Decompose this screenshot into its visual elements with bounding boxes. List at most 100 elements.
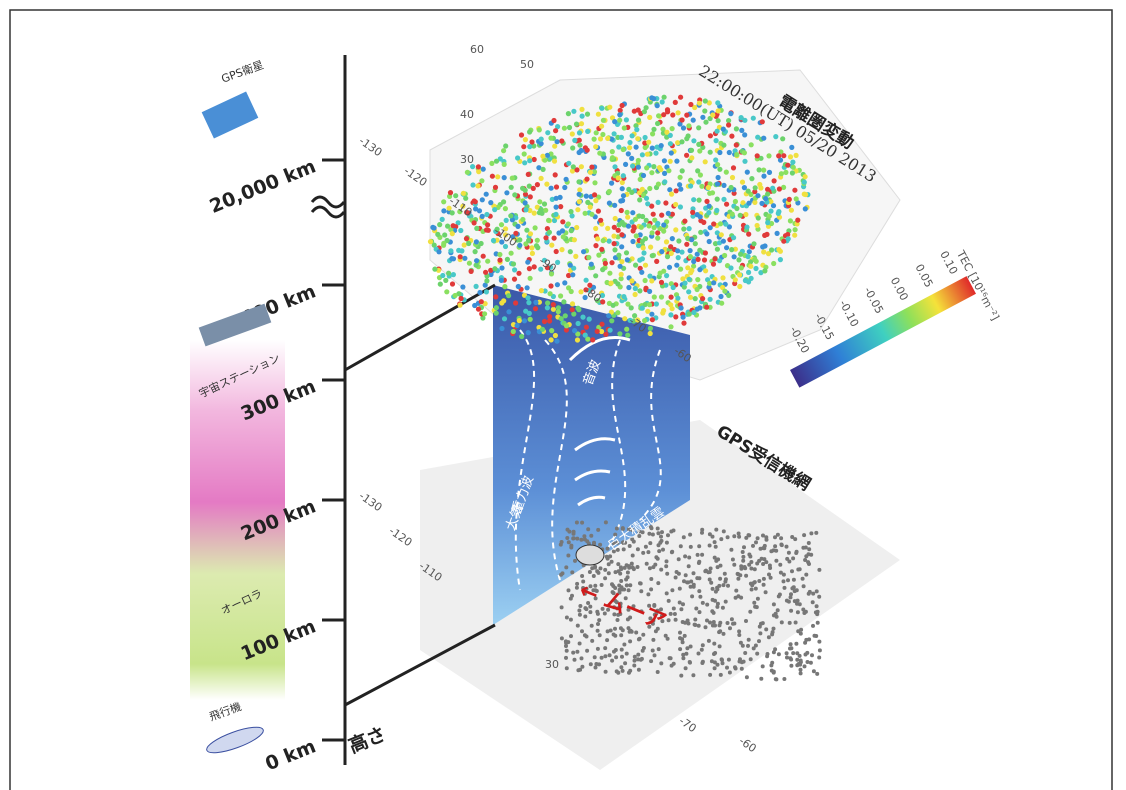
receiver-dot [679,607,683,611]
tec-dot [494,305,499,310]
tec-dot [772,178,777,183]
tec-dot [762,268,767,273]
tec-dot [679,250,684,255]
receiver-dot [764,627,768,631]
tec-dot [746,201,751,206]
tec-dot [432,267,437,272]
tec-dot [595,329,600,334]
tec-dot [567,125,572,130]
receiver-dot [774,677,778,681]
tec-dot [458,254,463,259]
tec-dot [588,205,593,210]
tec-dot [554,184,559,189]
tec-dot [504,190,509,195]
tec-dot [689,237,694,242]
tec-dot [516,271,521,276]
tec-dot [674,263,679,268]
receiver-dot [688,660,692,664]
receiver-dot [785,651,789,655]
tec-dot [681,125,686,130]
receiver-dot [636,547,640,551]
tec-dot [618,264,623,269]
receiver-dot [606,629,610,633]
tec-dot [552,144,557,149]
receiver-dot [665,572,669,576]
tec-dot [697,248,702,253]
tec-dot [562,126,567,131]
receiver-dot [573,559,577,563]
tec-dot [758,185,763,190]
receiver-dot [687,556,691,560]
receiver-dot [689,645,693,649]
tec-dot [527,129,532,134]
tec-dot [585,112,590,117]
receiver-dot [567,588,571,592]
receiver-dot [641,551,645,555]
receiver-dot [691,673,695,677]
receiver-dot [780,620,784,624]
tec-dot [494,311,499,316]
receiver-dot [656,670,660,674]
tec-dot [771,261,776,266]
receiver-dot [580,665,584,669]
receiver-dot [722,632,726,636]
tec-dot [485,259,490,264]
tec-dot [583,211,588,216]
tec-dot [734,126,739,131]
tec-dot [526,330,531,335]
tec-dot [584,177,589,182]
tec-dot [572,138,577,143]
tec-dot [625,257,630,262]
tec-dot [714,208,719,213]
tec-dot [637,288,642,293]
tec-dot [717,258,722,263]
tec-dot [720,275,725,280]
tec-dot [621,193,626,198]
axis-label: 高さ [345,722,389,758]
tec-dot [462,256,467,261]
receiver-dot [674,576,678,580]
tec-dot [688,183,693,188]
receiver-dot [657,647,661,651]
receiver-dot [599,566,603,570]
receiver-dot [698,610,702,614]
receiver-dot [608,554,612,558]
tec-dot [593,226,598,231]
tec-dot [634,145,639,150]
tec-dot [620,186,625,191]
tec-dot [689,148,694,153]
receiver-dot [607,562,611,566]
tec-dot [650,317,655,322]
receiver-dot [636,565,640,569]
receiver-dot [749,657,753,661]
tec-dot [509,251,514,256]
tec-dot [560,228,565,233]
receiver-dot [627,671,631,675]
receiver-dot [672,607,676,611]
receiver-dot [620,655,624,659]
tec-dot [600,299,605,304]
tec-dot [545,153,550,158]
tec-dot [441,241,446,246]
tec-dot [532,211,537,216]
receiver-dot [678,631,682,635]
receiver-dot [672,662,676,666]
tec-dot [698,230,703,235]
tec-dot [717,150,722,155]
receiver-dot [799,628,803,632]
tec-dot [730,212,735,217]
tec-dot [572,237,577,242]
tec-dot [593,198,598,203]
tec-dot [783,170,788,175]
receiver-dot [782,573,786,577]
receiver-dot [578,613,582,617]
tec-dot [637,197,642,202]
receiver-dot [576,624,580,628]
tec-dot [551,302,556,307]
tec-dot [539,211,544,216]
tec-dot [684,153,689,158]
tec-dot [587,317,592,322]
tec-dot [619,232,624,237]
tec-dot [707,204,712,209]
receiver-dot [668,656,672,660]
